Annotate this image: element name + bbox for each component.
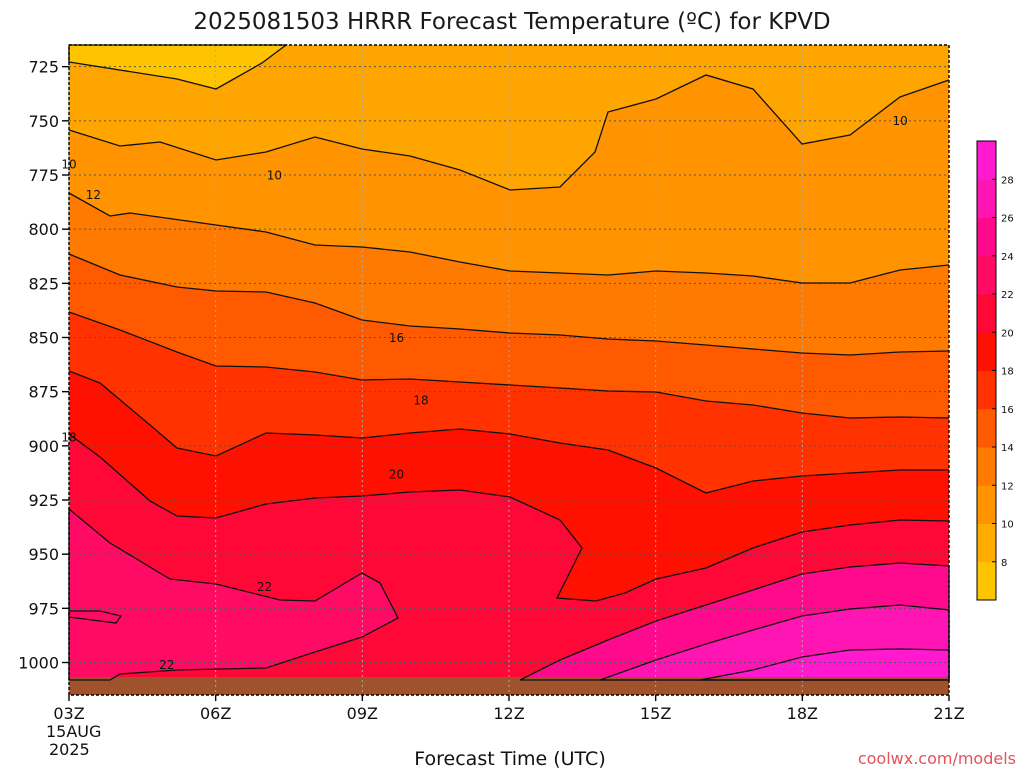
colorbar-swatch — [977, 370, 996, 410]
x-tick-label: 12Z — [493, 704, 524, 723]
contour-label: 22 — [159, 658, 174, 672]
colorbar: 8 10 12 14 16 18 20 22 24 26 28 — [976, 140, 1014, 601]
x-tick-label: 09Z — [347, 704, 378, 723]
colorbar-swatch — [977, 141, 996, 180]
x-tick-label: 18Z — [787, 704, 818, 723]
isotherm-14 — [68, 253, 950, 356]
x-tick-label: 21Z — [933, 704, 964, 723]
y-tick-label: 750 — [28, 112, 59, 131]
colorbar-tick-label: 28 — [1001, 175, 1014, 186]
colorbar-swatch — [977, 179, 996, 218]
colorbar-swatch — [977, 408, 996, 448]
y-tick-label: 975 — [28, 599, 59, 618]
colorbar-tick-label: 12 — [1001, 481, 1014, 492]
y-tick-label: 825 — [28, 274, 59, 293]
isotherm-16 — [68, 311, 950, 419]
colorbar-tick-label: 18 — [1001, 367, 1014, 378]
temp-region-22 — [69, 611, 121, 623]
x-axis: 03Z 06Z 09Z 12Z 15Z 18Z 21Z — [53, 695, 965, 723]
temp-region-28 — [700, 649, 949, 680]
contour-label: 20 — [389, 467, 404, 481]
colorbar-swatch — [977, 561, 996, 601]
contour-label: 22 — [257, 580, 272, 594]
colorbar-tick-label: 24 — [1001, 252, 1014, 263]
x-date-day: 15AUG — [46, 722, 101, 741]
chart-title: 2025081503 HRRR Forecast Temperature (ºC… — [193, 9, 830, 35]
colorbar-swatch — [977, 332, 996, 371]
temp-region-22 — [69, 509, 398, 680]
colorbar-swatch — [977, 447, 996, 486]
isotherm-22 — [68, 507, 399, 681]
contour-label: 16 — [389, 331, 404, 345]
y-tick-label: 775 — [28, 166, 59, 185]
y-tick-label: 725 — [28, 58, 59, 77]
colorbar-swatch — [977, 294, 996, 333]
colorbar-tick-label: 16 — [1001, 405, 1014, 416]
isotherm-12 — [68, 192, 950, 284]
isotherm-20 — [68, 433, 950, 602]
isotherm-18 — [68, 370, 949, 494]
y-tick-label: 900 — [28, 437, 59, 456]
colorbar-tick-label: 10 — [1001, 520, 1014, 531]
colorbar-swatch — [977, 217, 996, 257]
contour-label: 12 — [86, 188, 101, 202]
y-tick-label: 950 — [28, 545, 59, 564]
contour-label: 18 — [413, 394, 428, 408]
y-tick-label: 800 — [28, 220, 59, 239]
colorbar-swatch — [977, 255, 996, 295]
x-axis-label: Forecast Time (UTC) — [414, 748, 605, 768]
isotherm-10 — [68, 74, 950, 191]
x-tick-label: 03Z — [53, 704, 84, 723]
y-tick-label: 850 — [28, 329, 59, 348]
x-date-year: 2025 — [49, 740, 90, 759]
colorbar-tick-label: 20 — [1001, 328, 1014, 339]
contour-label: 10 — [892, 114, 907, 128]
colorbar-tick-label: 26 — [1001, 214, 1014, 225]
colorbar-tick-label: 8 — [1001, 558, 1007, 569]
x-tick-label: 06Z — [200, 704, 231, 723]
colorbar-swatch — [977, 485, 996, 524]
contour-label: 10 — [267, 168, 282, 182]
y-tick-label: 925 — [28, 491, 59, 510]
isotherm-22 — [68, 610, 123, 624]
y-tick-label: 1000 — [18, 654, 59, 673]
colorbar-swatch — [977, 523, 996, 563]
y-axis: 725 750 775 800 825 850 875 900 925 950 975 1000 — [18, 58, 69, 673]
temp-region-8 — [69, 45, 286, 89]
colorbar-tick-label: 14 — [1001, 443, 1014, 454]
y-tick-label: 875 — [28, 383, 59, 402]
x-tick-label: 15Z — [640, 704, 671, 723]
colorbar-tick-label: 22 — [1001, 290, 1014, 301]
credit-text: coolwx.com/models — [858, 749, 1016, 768]
